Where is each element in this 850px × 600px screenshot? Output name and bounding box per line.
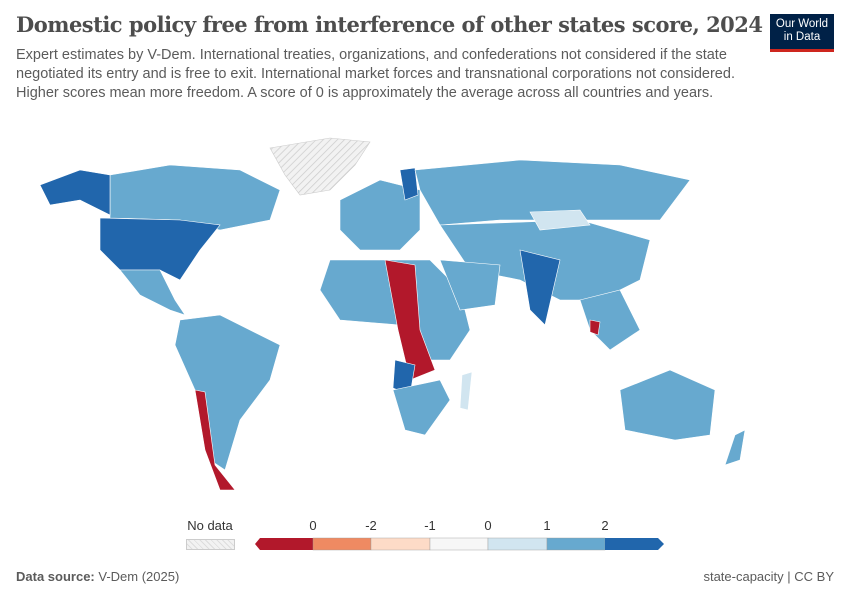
legend-tick: -2 — [365, 518, 377, 533]
new-zealand[interactable] — [724, 429, 746, 466]
world-map[interactable] — [0, 130, 850, 510]
legend: No data 0 -2 -1 0 1 2 — [0, 515, 850, 555]
legend-no-data-swatch[interactable] — [186, 539, 235, 550]
legend-tick: -1 — [424, 518, 436, 533]
mongolia[interactable] — [529, 209, 591, 231]
greenland[interactable] — [269, 137, 371, 196]
legend-bin-5[interactable] — [546, 537, 606, 551]
legend-bin-highest[interactable] — [605, 538, 664, 550]
australia[interactable] — [619, 369, 716, 441]
legend-bin-3[interactable] — [429, 537, 489, 551]
malaysia[interactable] — [589, 319, 601, 336]
alaska[interactable] — [39, 169, 111, 216]
finland[interactable] — [399, 167, 419, 201]
legend-tick: 1 — [543, 518, 551, 533]
usa[interactable] — [99, 217, 221, 281]
legend-bin-4[interactable] — [487, 537, 548, 551]
libya-chad-drc[interactable] — [384, 259, 436, 381]
footer-license[interactable]: state-capacity | CC BY — [703, 569, 834, 584]
legend-bin-2[interactable] — [370, 537, 431, 551]
owid-logo[interactable]: Our World in Data — [770, 14, 834, 52]
madagascar[interactable] — [459, 371, 473, 411]
legend-tick: 0 — [309, 518, 317, 533]
legend-bin-1[interactable] — [312, 537, 372, 551]
chile-peru[interactable] — [194, 389, 236, 491]
russia[interactable] — [414, 159, 691, 226]
legend-tick: 0 — [484, 518, 492, 533]
middle-east[interactable] — [439, 259, 501, 311]
legend-bin-lowest[interactable] — [255, 538, 313, 550]
south-america[interactable] — [174, 314, 281, 471]
chart-subtitle: Expert estimates by V-Dem. International… — [16, 47, 735, 101]
southeast-asia[interactable] — [579, 289, 641, 351]
data-source: Data source: V-Dem (2025) — [16, 569, 180, 584]
india[interactable] — [519, 249, 561, 326]
europe[interactable] — [339, 179, 421, 251]
mexico-central-america[interactable] — [119, 269, 186, 316]
southern-africa[interactable] — [392, 379, 451, 436]
legend-tick: 2 — [601, 518, 609, 533]
data-source-link[interactable]: V-Dem (2025) — [98, 569, 180, 584]
legend-no-data-label: No data — [187, 518, 233, 533]
chart-title: Domestic policy free from interference o… — [16, 12, 763, 37]
legend-color-scale[interactable] — [250, 537, 670, 551]
